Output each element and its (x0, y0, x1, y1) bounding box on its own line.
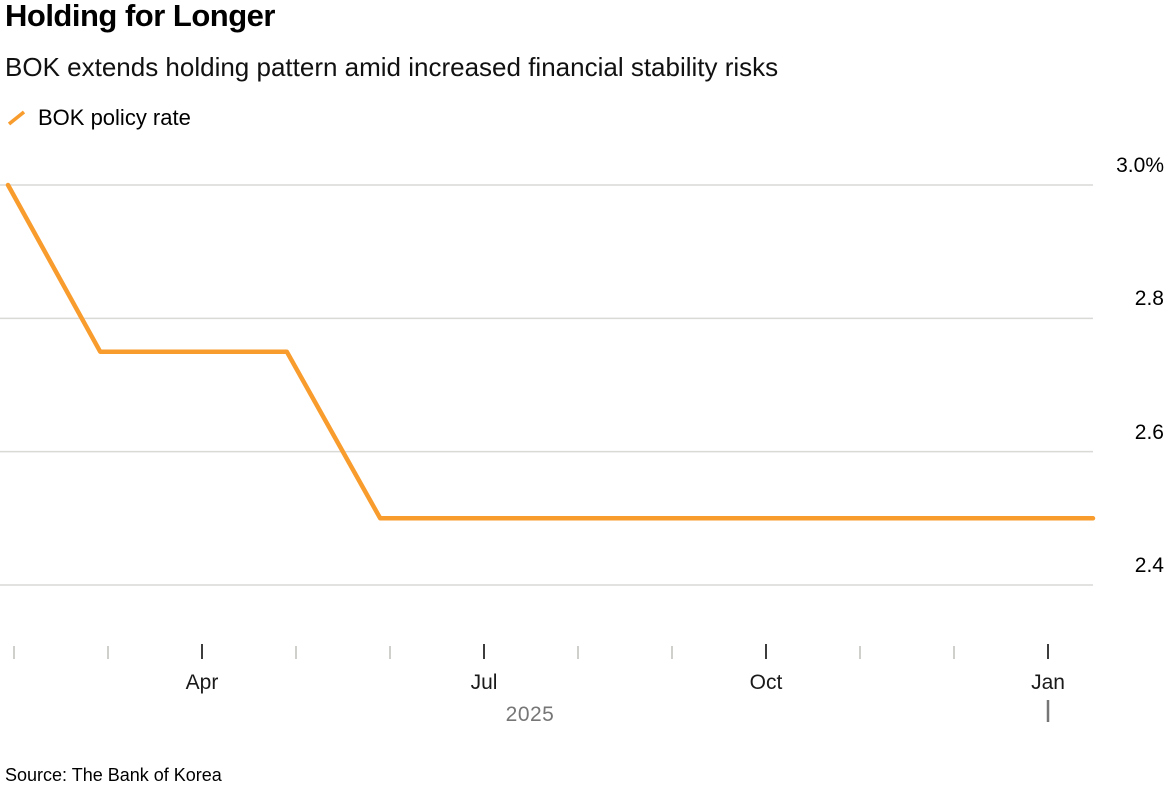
legend-line-swatch-icon (7, 110, 26, 126)
policy-rate-line (5, 182, 1096, 521)
year-label: 2025 (505, 703, 555, 726)
y-axis-label: 2.4 (1134, 554, 1164, 577)
y-axis-label: 2.6 (1134, 420, 1164, 444)
source-note: Source: The Bank of Korea (5, 765, 222, 785)
x-axis-label: Apr (185, 671, 219, 694)
x-axis-label: Jul (470, 671, 498, 694)
x-axis-label: Jan (1031, 671, 1065, 694)
y-axis-label: 2.8 (1134, 287, 1164, 311)
legend: BOK policy rate (5, 105, 191, 131)
chart-title: Holding for Longer (5, 0, 275, 33)
y-axis-label: 3.0% (1116, 154, 1164, 177)
chart-subtitle: BOK extends holding pattern amid increas… (5, 52, 779, 82)
x-axis-label: Oct (749, 671, 783, 694)
legend-label: BOK policy rate (38, 105, 191, 130)
